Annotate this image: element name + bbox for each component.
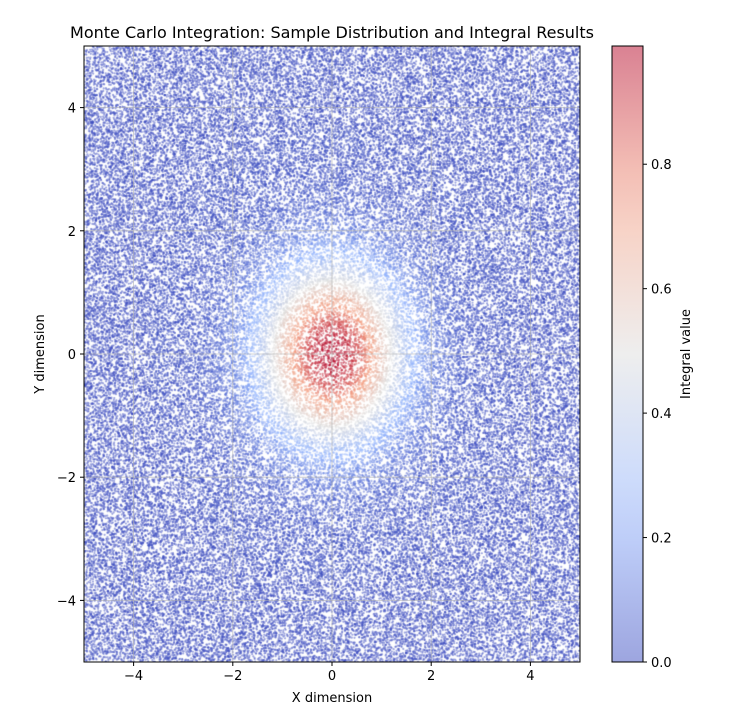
- colorbar-label: Integral value: [679, 309, 694, 399]
- x-axis-label: X dimension: [292, 691, 372, 706]
- y-axis-label: Y dimension: [33, 314, 48, 394]
- x-tick-label: −2: [223, 669, 242, 684]
- colorbar-tick-label: 0.0: [651, 656, 672, 671]
- colorbar: [611, 45, 644, 663]
- y-tick-label: 2: [68, 225, 76, 240]
- x-tick-label: −4: [124, 669, 143, 684]
- x-tick-label: 0: [328, 669, 336, 684]
- y-tick-label: −2: [57, 471, 76, 486]
- colorbar-tick-label: 0.4: [651, 407, 672, 422]
- y-axis: −4 −2 0 2 4: [57, 102, 84, 609]
- colorbar-axis: 0.0 0.2 0.4 0.6 0.8: [643, 158, 672, 671]
- colorbar-tick-label: 0.8: [651, 158, 672, 173]
- y-tick-label: 0: [68, 348, 76, 363]
- grid: [84, 46, 580, 662]
- colorbar-tick-label: 0.6: [651, 283, 672, 298]
- x-axis: −4 −2 0 2 4: [124, 662, 535, 684]
- chart-title: Monte Carlo Integration: Sample Distribu…: [70, 23, 594, 42]
- colorbar-tick-label: 0.2: [651, 532, 672, 547]
- x-tick-label: 4: [526, 669, 534, 684]
- x-tick-label: 2: [427, 669, 435, 684]
- y-tick-label: 4: [68, 102, 76, 117]
- y-tick-label: −4: [57, 594, 76, 609]
